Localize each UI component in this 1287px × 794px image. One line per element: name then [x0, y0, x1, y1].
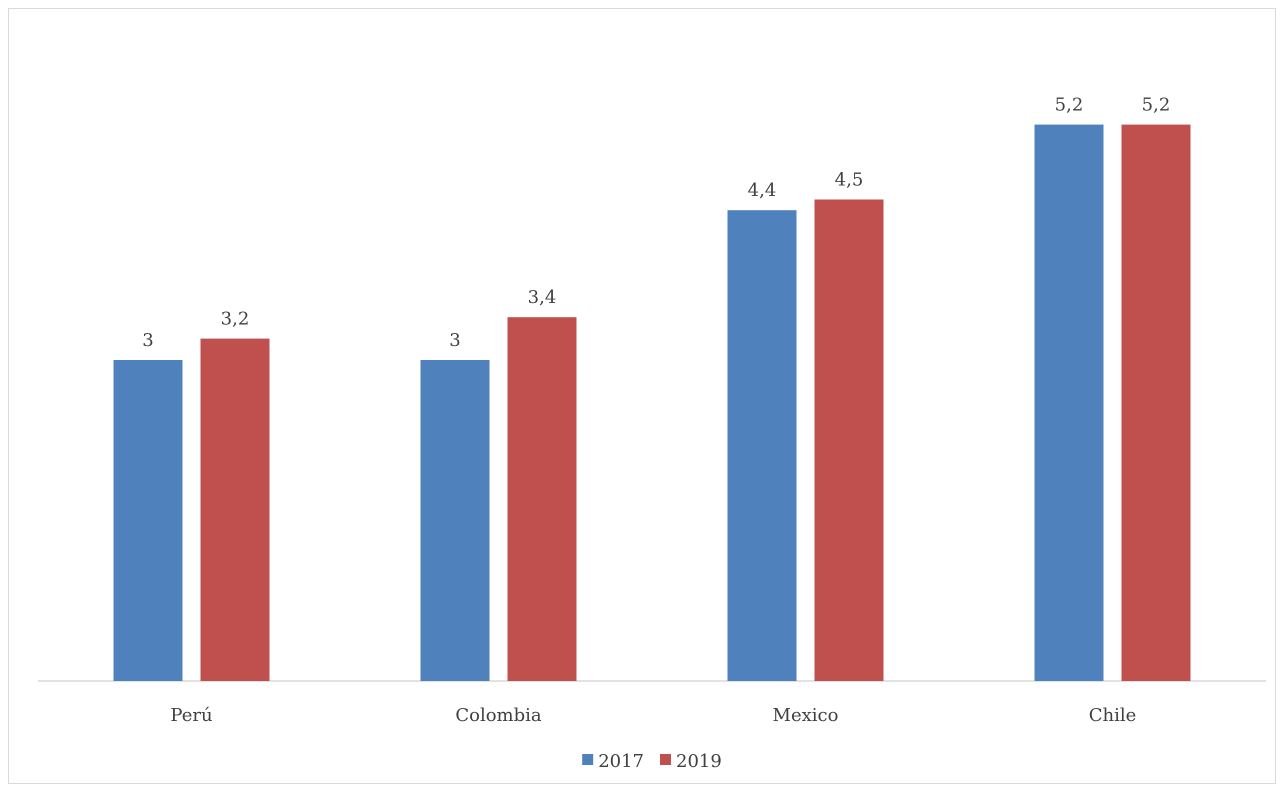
data-label-2017-colombia: 3 — [449, 330, 460, 351]
legend[interactable]: 2017 2019 — [582, 751, 722, 772]
legend-label-2017: 2017 — [598, 751, 644, 772]
data-label-2019-colombia: 3,4 — [528, 287, 557, 308]
data-label-2017-mexico: 4,4 — [748, 180, 777, 201]
legend-label-2019: 2019 — [676, 751, 722, 772]
legend-swatch-2019 — [660, 754, 671, 765]
data-labels-layer: 3 3,2 3 3,4 4,4 4,5 5,2 5,2 — [142, 95, 1170, 351]
bar-2017-colombia — [420, 360, 490, 681]
bar-2017-perú — [113, 360, 183, 681]
legend-swatch-2017 — [582, 754, 594, 765]
bar-2017-chile — [1034, 124, 1104, 682]
bar-2019-colombia — [507, 317, 577, 681]
data-label-2017-perú: 3 — [142, 330, 153, 351]
bars-layer — [113, 124, 1191, 682]
data-label-2019-mexico: 4,5 — [835, 170, 864, 191]
legend-item-2017[interactable]: 2017 — [582, 751, 644, 772]
x-tick-label-mexico: Mexico — [773, 705, 839, 726]
legend-item-2019[interactable]: 2019 — [660, 751, 722, 772]
x-tick-labels: Perú Colombia Mexico Chile — [170, 705, 1136, 726]
data-label-2019-chile: 5,2 — [1142, 95, 1171, 116]
x-tick-label-colombia: Colombia — [455, 705, 542, 726]
data-label-2019-perú: 3,2 — [221, 309, 250, 330]
bar-2019-mexico — [814, 199, 884, 681]
x-tick-label-chile: Chile — [1089, 705, 1137, 726]
x-tick-label-perú: Perú — [170, 705, 212, 726]
data-label-2017-chile: 5,2 — [1055, 95, 1084, 116]
bar-2019-chile — [1121, 124, 1191, 682]
bar-2019-perú — [200, 338, 270, 681]
bar-2017-mexico — [727, 210, 797, 681]
